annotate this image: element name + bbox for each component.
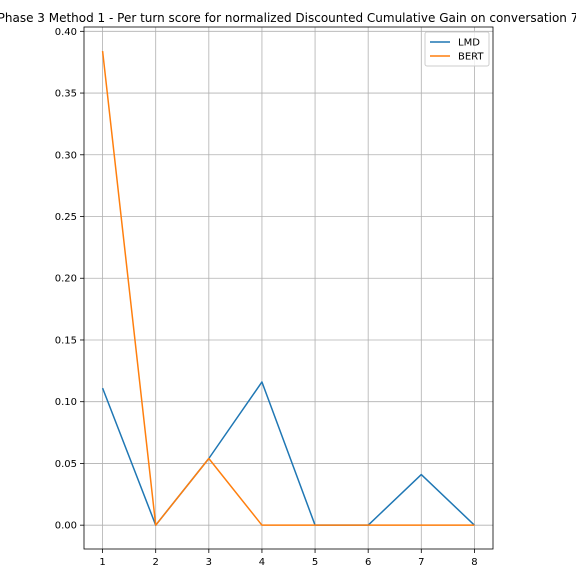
y-tick-label: 0.35 (55, 89, 77, 100)
x-tick-label: 5 (312, 557, 318, 568)
series-lines (101, 50, 475, 526)
x-tick-label: 8 (471, 557, 477, 568)
legend-box (424, 31, 490, 67)
x-tick-label: 4 (259, 557, 265, 568)
x-tick-label: 3 (206, 557, 212, 568)
series-line-lmd (101, 381, 475, 526)
y-tick-label: 0.25 (55, 212, 77, 223)
x-tick-label: 2 (153, 557, 159, 568)
x-tick-label: 6 (365, 557, 371, 568)
y-tick-label: 0.30 (55, 150, 77, 161)
legend-label: LMD (458, 38, 480, 49)
y-tick-label: 0.10 (55, 397, 77, 408)
x-axis: 1 2 3 4 5 6 7 8 (99, 549, 478, 568)
legend-label: BERT (458, 52, 484, 63)
x-tick-label: 1 (99, 557, 105, 568)
plot-frame (83, 26, 494, 550)
y-tick-label: 0.20 (55, 274, 77, 285)
x-tick-label: 7 (418, 557, 424, 568)
y-tick-label: 0.00 (55, 521, 77, 532)
grid-lines (84, 27, 493, 549)
y-tick-label: 0.15 (55, 335, 77, 346)
series-line-bert (101, 50, 475, 526)
y-tick-label: 0.05 (55, 459, 77, 470)
y-tick-label: 0.40 (55, 27, 77, 38)
legend: LMD BERT (424, 31, 490, 67)
chart-title: Phase 3 Method 1 - Per turn score for no… (0, 11, 576, 25)
y-axis: 0.00 0.05 0.10 0.15 0.20 0.25 0.30 0.35 0.40 (55, 27, 84, 532)
